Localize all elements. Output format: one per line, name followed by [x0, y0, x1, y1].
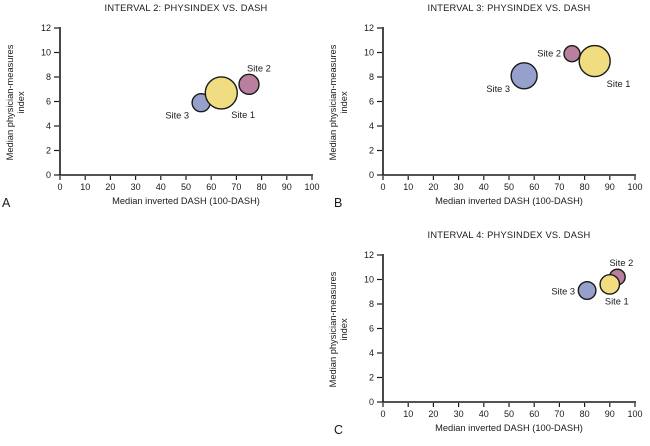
- x-tick-label: 90: [282, 182, 292, 192]
- panel-letter-B: B: [334, 196, 343, 210]
- bubble-site-3: [577, 281, 597, 301]
- y-tick-label: 8: [46, 72, 51, 82]
- x-axis-label: Median inverted DASH (100-DASH): [112, 196, 260, 206]
- x-axis-label: Median inverted DASH (100-DASH): [435, 423, 583, 433]
- x-tick-label: 0: [380, 182, 385, 192]
- x-tick-label: 80: [257, 182, 267, 192]
- x-tick-label: 70: [231, 182, 241, 192]
- y-tick-label: 0: [369, 397, 374, 407]
- y-tick-label: 10: [41, 48, 51, 58]
- panel-letter-A: A: [2, 196, 11, 210]
- y-tick-label: 10: [364, 48, 374, 58]
- x-tick-label: 40: [479, 182, 489, 192]
- y-tick-label: 2: [369, 373, 374, 383]
- y-tick-label: 2: [369, 146, 374, 156]
- y-axis-label: Median physician-measuresindex: [328, 271, 349, 387]
- bubble-label-site-3: Site 3: [486, 84, 510, 94]
- x-tick-label: 50: [504, 409, 514, 419]
- y-tick-label: 12: [41, 23, 51, 33]
- y-axis-label: Median physician-measuresindex: [5, 44, 26, 160]
- x-tick-label: 60: [529, 182, 539, 192]
- chart-title: INTERVAL 4: PHYSINDEX VS. DASH: [428, 230, 591, 240]
- y-tick-label: 12: [364, 250, 374, 260]
- y-tick-label: 0: [46, 170, 51, 180]
- x-tick-label: 90: [605, 182, 615, 192]
- bubble-label-site-2: Site 2: [609, 258, 633, 268]
- x-tick-label: 100: [627, 182, 642, 192]
- bubble-label-site-2: Site 2: [247, 63, 271, 73]
- panel-A: INTERVAL 2: PHYSINDEX VS. DASH 0 10 20 30 40 5…: [0, 0, 327, 223]
- panel-letter-C: C: [334, 423, 344, 437]
- bubble-site-3: [510, 62, 538, 90]
- x-tick-label: 0: [57, 182, 62, 192]
- x-tick-label: 30: [454, 182, 464, 192]
- x-tick-label: 90: [605, 409, 615, 419]
- x-tick-label: 40: [479, 409, 489, 419]
- x-tick-label: 100: [304, 182, 319, 192]
- chart-title: INTERVAL 2: PHYSINDEX VS. DASH: [105, 3, 268, 13]
- x-axis-label: Median inverted DASH (100-DASH): [435, 196, 583, 206]
- x-tick-label: 10: [403, 182, 413, 192]
- bubble-label-site-3: Site 3: [165, 111, 189, 121]
- bubble-site-2: [238, 73, 260, 96]
- x-tick-label: 10: [403, 409, 413, 419]
- x-tick-label: 40: [156, 182, 166, 192]
- y-tick-label: 8: [369, 72, 374, 82]
- panel-B: INTERVAL 3: PHYSINDEX VS. DASH 0 10 20 30 40 5…: [323, 0, 650, 223]
- x-tick-label: 20: [428, 182, 438, 192]
- y-tick-label: 0: [369, 170, 374, 180]
- y-tick-label: 6: [46, 97, 51, 107]
- x-tick-label: 60: [529, 409, 539, 419]
- bubble-label-site-1: Site 1: [231, 110, 255, 120]
- x-tick-label: 80: [580, 182, 590, 192]
- y-tick-label: 6: [369, 324, 374, 334]
- bubble-label-site-1: Site 1: [605, 296, 629, 306]
- y-tick-label: 4: [46, 121, 51, 131]
- y-tick-label: 8: [369, 299, 374, 309]
- bubble-site-2: [563, 45, 581, 63]
- bubble-site-1: [578, 44, 611, 78]
- y-tick-label: 12: [364, 23, 374, 33]
- x-tick-label: 50: [181, 182, 191, 192]
- bubble-site-1: [204, 76, 238, 110]
- x-tick-label: 60: [206, 182, 216, 192]
- chart-title: INTERVAL 3: PHYSINDEX VS. DASH: [428, 3, 591, 13]
- x-tick-label: 100: [627, 409, 642, 419]
- bubble-label-site-2: Site 2: [537, 49, 561, 59]
- x-tick-label: 70: [554, 182, 564, 192]
- x-tick-label: 20: [428, 409, 438, 419]
- bubble-label-site-3: Site 3: [551, 287, 575, 297]
- y-tick-label: 2: [46, 146, 51, 156]
- x-tick-label: 80: [580, 409, 590, 419]
- x-tick-label: 30: [131, 182, 141, 192]
- y-tick-label: 4: [369, 348, 374, 358]
- bubble-label-site-1: Site 1: [607, 79, 631, 89]
- x-tick-label: 70: [554, 409, 564, 419]
- x-tick-label: 0: [380, 409, 385, 419]
- y-tick-label: 10: [364, 275, 374, 285]
- y-tick-label: 4: [369, 121, 374, 131]
- y-axis-label: Median physician-measuresindex: [328, 44, 349, 160]
- x-tick-label: 20: [105, 182, 115, 192]
- panel-C: INTERVAL 4: PHYSINDEX VS. DASH 0 10 20 30 40 5…: [323, 227, 650, 446]
- bubble-site-1: [599, 274, 621, 295]
- y-tick-label: 6: [369, 97, 374, 107]
- x-tick-label: 50: [504, 182, 514, 192]
- x-tick-label: 30: [454, 409, 464, 419]
- x-tick-label: 10: [80, 182, 90, 192]
